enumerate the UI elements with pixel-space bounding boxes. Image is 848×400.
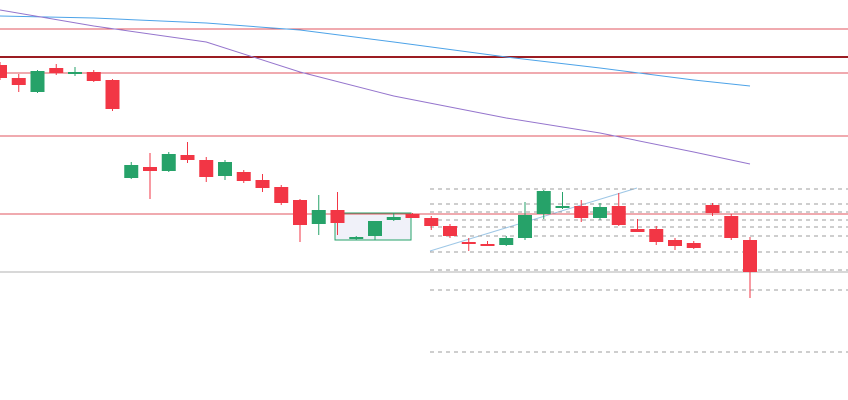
candle-body: [236, 172, 251, 181]
candle-body: [180, 155, 195, 160]
candle-body: [349, 237, 364, 239]
candle-body: [649, 229, 664, 242]
levels: [0, 28, 848, 273]
candle-body: [199, 160, 214, 177]
candle-body: [105, 80, 120, 109]
candle-body: [593, 207, 607, 218]
candle-body: [274, 187, 289, 203]
trend-line: [429, 187, 638, 252]
candle-body: [424, 218, 439, 226]
candle-body: [386, 217, 401, 220]
candle-body: [611, 206, 626, 225]
candle-body: [218, 162, 232, 176]
candle-body: [293, 200, 307, 225]
candle-body: [49, 68, 64, 73]
candle-body: [405, 214, 420, 218]
candle-body: [499, 238, 514, 245]
candle-body: [330, 210, 345, 223]
candle-body: [574, 206, 589, 218]
candle-body: [686, 243, 701, 248]
candles: [0, 62, 757, 298]
fib-levels: [430, 188, 848, 353]
candle-body: [518, 215, 532, 238]
candle-body: [311, 210, 326, 224]
candle-body: [743, 240, 757, 272]
drawings: [334, 187, 848, 353]
candle-body: [0, 65, 7, 78]
candle-body: [705, 205, 720, 213]
candle-body: [368, 221, 382, 236]
moving-average: [0, 15, 751, 87]
candle-body: [536, 191, 551, 214]
candle-body: [143, 167, 157, 171]
candle-body: [161, 154, 176, 171]
candle-body: [724, 216, 739, 238]
candle-body: [68, 72, 82, 74]
candle-body: [630, 229, 645, 232]
candle-body: [86, 72, 101, 81]
candle-body: [11, 78, 26, 85]
candle-body: [124, 165, 139, 178]
moving-average: [0, 9, 751, 165]
candle-body: [668, 240, 682, 246]
candle-body: [255, 180, 270, 188]
candle-body: [443, 226, 457, 236]
candle-body: [30, 71, 45, 92]
candle-body: [461, 242, 476, 244]
candle-body: [555, 206, 570, 208]
candle-body: [480, 244, 495, 246]
